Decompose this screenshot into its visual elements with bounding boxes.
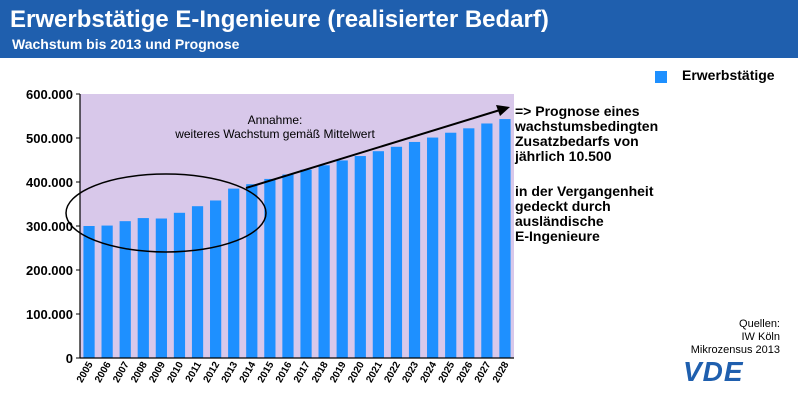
bar [427,137,439,358]
bar [228,188,240,358]
x-tick-label: 2019 [328,360,349,385]
source-mikrozensus: Mikrozensus 2013 [690,344,780,356]
bar [191,206,204,358]
bar [137,218,149,358]
sources-block: Quellen: IW Köln Mikrozensus 2013 [660,318,780,357]
bar [499,119,511,358]
chart-title: Erwerbstätige E-Ingenieure (realisierter… [10,6,549,33]
x-tick-label: 2010 [165,360,186,385]
forecast-note-line-1: => Prognose eines [515,103,640,119]
x-tick-label: 2011 [184,360,205,385]
x-tick-label: 2022 [382,360,403,385]
trend-arrow-head [496,105,510,116]
y-tick-label: 300.000 [26,219,73,234]
bar-chart: 0 100.000 200.000 300.000 400.000 500.000 600.… [26,87,514,385]
annotation-line-2: weiteres Wachstum gemäß Mittelwert [175,127,375,141]
assumption-annotation: Annahme: weiteres Wachstum gemäß Mittelw… [160,113,390,141]
bar [246,184,258,358]
x-tick-label: 2017 [292,360,313,385]
bar [408,141,421,358]
past-note-line-1: in der Vergangenheit [515,183,654,199]
y-tick-label: 100.000 [26,307,73,322]
bar [300,169,312,358]
forecast-note-line-2: wachstumsbedingten [515,118,659,134]
x-tick-label: 2013 [220,360,241,385]
x-tick-label: 2007 [111,360,132,385]
bar [372,151,384,358]
past-note-line-2: gedeckt durch [515,198,611,214]
x-tick-label: 2018 [310,360,331,385]
forecast-note: => Prognose eines wachstumsbedingten Zus… [515,104,715,164]
sources-heading: Quellen: [739,318,780,330]
legend-label: Erwerbstätige [682,67,775,83]
trend-arrow-line [245,109,501,189]
forecast-note-line-4: jährlich 10.500 [515,148,612,164]
bar [481,123,493,358]
x-tick-label: 2015 [256,360,277,385]
bar [83,226,95,358]
bar [282,174,294,358]
bar [210,200,222,358]
source-iw-koeln: IW Köln [741,331,780,343]
bar [119,221,131,358]
bar [155,218,167,358]
x-tick-label: 2027 [473,360,494,385]
x-tick-label: 2008 [129,360,150,385]
y-tick-label: 600.000 [26,87,73,102]
forecast-note-line-3: Zusatzbedarfs von [515,133,639,149]
past-note-line-3: ausländische [515,213,604,229]
y-tick-label: 0 [66,351,73,366]
legend-swatch [655,71,667,83]
bar [101,225,113,358]
past-note-line-4: E-Ingenieure [515,228,600,244]
y-tick-label: 400.000 [26,175,73,190]
y-tick-label: 500.000 [26,131,73,146]
header-banner: Erwerbstätige E-Ingenieure (realisierter… [0,0,798,58]
bar [264,178,276,358]
x-tick-label: 2023 [400,360,421,385]
bar [445,132,457,358]
bar [336,160,348,358]
x-tick-label: 2012 [202,360,223,385]
bar [173,212,186,358]
bar [354,156,366,358]
vde-logo: VDE [683,356,744,387]
chart-subtitle: Wachstum bis 2013 und Prognose [12,36,240,52]
annotation-line-1: Annahme: [247,113,303,127]
x-tick-label: 2005 [75,360,96,385]
y-tick-label: 200.000 [26,263,73,278]
x-tick-label: 2020 [346,360,367,385]
x-tick-label: 2026 [455,360,476,385]
x-tick-label: 2006 [93,360,114,385]
x-tick-label: 2025 [437,360,458,385]
x-tick-label: 2009 [147,360,168,385]
x-tick-label: 2021 [364,360,385,385]
x-tick-label: 2024 [419,360,440,385]
plot-area [80,94,514,358]
past-note: in der Vergangenheit gedeckt durch auslä… [515,184,715,244]
x-tick-label: 2016 [274,360,295,385]
bar [390,146,403,358]
x-tick-label: 2014 [238,360,259,385]
bar [318,165,330,358]
bar [463,128,475,358]
x-tick-label: 2028 [491,360,512,385]
past-period-ellipse [65,173,267,253]
